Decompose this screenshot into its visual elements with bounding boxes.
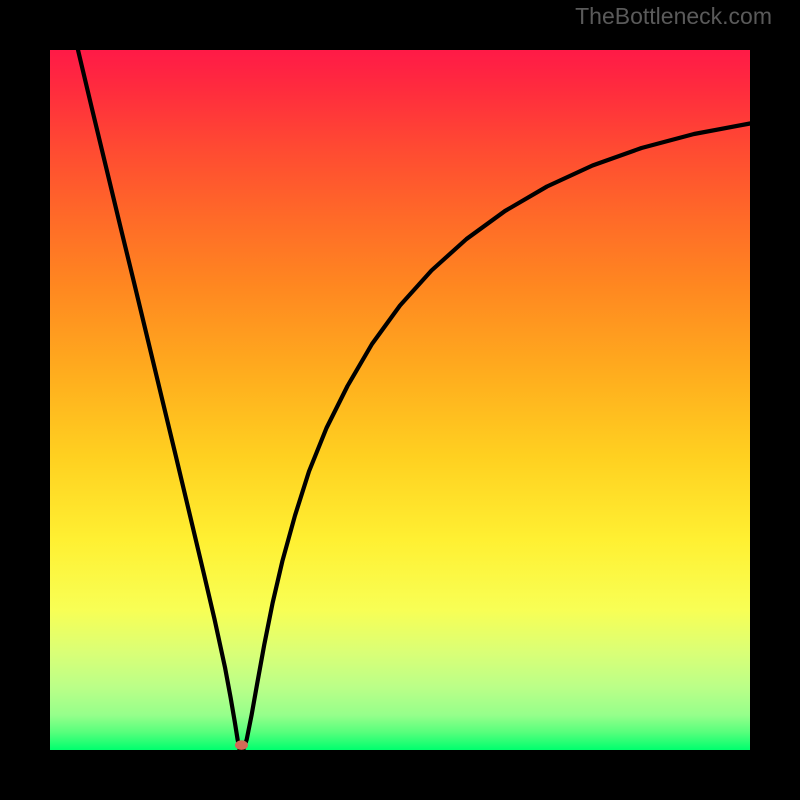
minimum-marker bbox=[235, 740, 248, 750]
plot-background bbox=[50, 50, 750, 750]
watermark-text: TheBottleneck.com bbox=[575, 3, 772, 30]
stage: TheBottleneck.com bbox=[0, 0, 800, 800]
chart-svg bbox=[0, 0, 800, 800]
